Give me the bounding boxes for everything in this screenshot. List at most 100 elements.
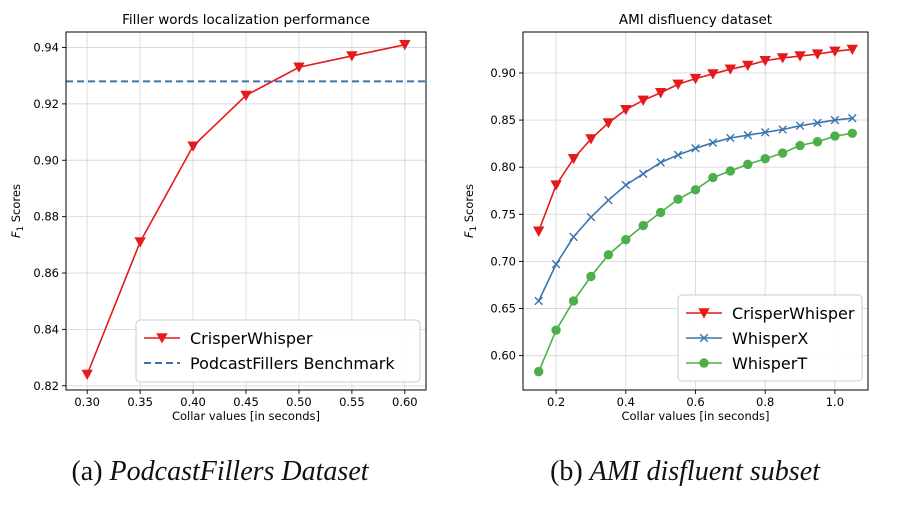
c1-legend-marker-1 [699, 333, 709, 343]
c1-series-1-point-16 [813, 118, 822, 128]
c1-series-0-point-4 [602, 118, 615, 129]
c0-ylabel-main: F [9, 231, 23, 238]
c1-series-1-point-1 [551, 259, 561, 269]
c1-series-2-point-18 [847, 128, 858, 138]
c1-series-1-point-7-b [656, 158, 665, 167]
c0-ytick-label-5: 0.92 [33, 97, 59, 111]
c0-title: Filler words localization performance [122, 12, 370, 28]
c1-series-1-point-13 [760, 128, 770, 137]
c1-ytick-label-0: 0.60 [490, 349, 516, 363]
c1-series-1-point-10 [708, 138, 718, 147]
caption-a-italic: PodcastFillers Dataset [109, 456, 369, 487]
c1-series-1-point-11 [726, 133, 735, 143]
c1-legend-box [677, 294, 863, 382]
c1-legend: CrisperWhisper WhisperX WhisperT [677, 294, 863, 382]
c0-ylabel-sub: 1 [16, 226, 26, 231]
c0-xlabel: Collar values [in seconds] [172, 409, 320, 423]
c1-series-1-point-13-b [760, 128, 770, 137]
c0-series-0 [81, 39, 411, 381]
c1-series-1-point-2 [569, 232, 578, 242]
c1-series-0-point-16 [811, 49, 824, 60]
c1-series-0-point-2 [567, 153, 580, 165]
c0-ytick-label-3: 0.88 [33, 210, 59, 224]
c1-series-1-point-4 [604, 195, 613, 205]
c1-xtick-label-3: 0.8 [756, 395, 774, 409]
caption-a: (a) PodcastFillers Dataset [0, 456, 440, 488]
c0-grid [66, 32, 426, 390]
c1-series-1-point-8-b [673, 150, 683, 160]
c0-axes: 0.30 0.35 0.40 0.45 0.50 0.55 0.60 0.82 0.84 0.86… [33, 41, 417, 409]
c1-axes: 0.2 0.4 0.6 0.8 1.0 0.60 0.65 0.70 0.75 0.80 0.85 0… [490, 66, 844, 409]
c1-legend-marker-2 [699, 358, 709, 368]
c1-series-1-point-2-b [569, 232, 578, 242]
c1-series-0 [532, 44, 859, 237]
c1-series-1-point-18 [848, 113, 857, 123]
caption-a-prefix: (a) [71, 456, 110, 487]
c1-series-0-point-5 [620, 105, 632, 116]
c1-series-1-point-1-b [551, 259, 561, 269]
c1-series-2-point-16 [812, 137, 823, 147]
c1-series-2-point-8 [673, 194, 683, 204]
c1-series-1-point-12-b [743, 130, 753, 140]
c0-frame [65, 31, 427, 391]
c1-series-2-point-12 [743, 159, 753, 170]
c1-series-0-point-18 [846, 44, 859, 55]
c1-series-1-point-4-b [604, 195, 613, 205]
c1-series-0-point-13 [759, 56, 771, 67]
c1-series-2-point-7 [655, 207, 666, 218]
c1-series-0-point-11 [724, 64, 737, 75]
c1-series-1-point-17 [830, 115, 840, 125]
c0-xtick-label-5: 0.55 [339, 395, 365, 409]
c1-series-1-point-0-b [534, 296, 543, 306]
c1-xtick-label-1: 0.4 [617, 395, 635, 409]
c0-series-0-point-6 [399, 39, 411, 51]
c0-ytick-label-1: 0.84 [33, 322, 59, 336]
c0-ytick-label-6: 0.94 [33, 41, 59, 55]
c1-series-2-point-3 [586, 271, 596, 282]
c1-legend-marker-1-b [699, 333, 709, 343]
c1-series-1-point-0 [534, 296, 543, 306]
c1-series-0-point-10 [707, 69, 719, 80]
c1-frame [522, 31, 869, 391]
c1-ytick-label-1: 0.65 [490, 302, 516, 316]
c1-series-2 [533, 128, 858, 377]
c0-ylabel: F1 Scores [9, 184, 26, 238]
c1-series-2-point-6 [638, 220, 648, 231]
c1-ytick-label-3: 0.75 [490, 207, 516, 221]
c1-series-2-point-4 [603, 250, 614, 260]
c1-series-1-point-10-b [708, 138, 718, 147]
c0-xtick-label-6: 0.60 [392, 395, 418, 409]
c0-ytick-label-0: 0.82 [33, 379, 59, 393]
c1-series-0-point-17 [829, 46, 841, 57]
c0-legend-marker-0 [156, 333, 168, 344]
c1-series-1-point-3-b [586, 212, 596, 222]
c1-series-1-point-8 [673, 150, 683, 160]
c1-series-0-point-1 [550, 180, 562, 191]
c1-series-0-point-14 [776, 53, 789, 64]
c1-legend-label-2: WhisperT [732, 354, 807, 373]
c0-series-0-point-1 [134, 237, 146, 248]
c1-ylabel-main: F [462, 231, 476, 238]
c0-series-0-point-0 [81, 369, 93, 381]
c1-series-1-point-6-b [638, 169, 648, 179]
c1-series-0-point-9 [689, 73, 702, 85]
c1-series-2-point-15 [795, 140, 805, 151]
c0-legend: CrisperWhisper PodcastFillers Benchmark [135, 319, 421, 383]
c1-series-2-point-17 [830, 131, 840, 141]
c1-series-2-point-10 [708, 172, 718, 183]
c1-series-1-point-5-b [621, 180, 631, 190]
c1-xtick-label-2: 0.6 [686, 395, 704, 409]
c1-series-2-point-2 [568, 296, 579, 306]
c1-ylabel-sub: 1 [469, 226, 479, 231]
c1-ytick-label-6: 0.90 [490, 66, 516, 80]
c1-ytick-label-4: 0.80 [490, 160, 516, 174]
c1-series-0-point-0 [532, 226, 545, 237]
c1-xlabel: Collar values [in seconds] [621, 409, 769, 423]
chart-ami-disfluency: 0.2 0.4 0.6 0.8 1.0 0.60 0.65 0.70 0.75 0.80 0.85 0… [462, 12, 869, 423]
c1-series-1-point-11-b [726, 133, 735, 143]
c1-ytick-label-5: 0.85 [490, 113, 516, 127]
c1-series-0-point-6 [637, 95, 649, 106]
c0-series-0-point-4 [293, 62, 305, 73]
c1-legend-label-1: WhisperX [732, 329, 808, 348]
c1-legend-marker-0 [698, 308, 710, 319]
